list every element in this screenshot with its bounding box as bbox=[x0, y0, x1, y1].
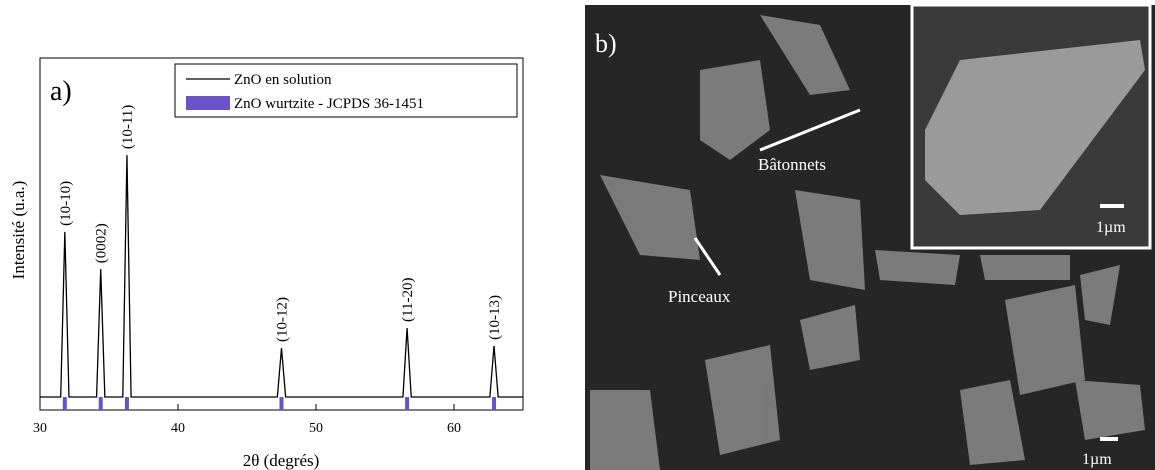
peak-label: (0002) bbox=[94, 223, 110, 263]
arrow-label: Pinceaux bbox=[668, 287, 731, 306]
legend-label: ZnO en solution bbox=[234, 72, 332, 88]
peak-label: (10-12) bbox=[275, 297, 291, 342]
peak-label: (10-11) bbox=[120, 105, 136, 149]
scale-bar bbox=[1100, 437, 1118, 441]
peak-label: (10-13) bbox=[487, 295, 503, 340]
legend-label: ZnO wurtzite - JCPDS 36-1451 bbox=[234, 96, 424, 112]
scale-bar bbox=[1100, 204, 1124, 208]
reference-bar bbox=[98, 397, 103, 410]
x-tick-label: 60 bbox=[447, 421, 461, 436]
sem-panel: b) Bâtonnets Pinceaux 1µm 1µm bbox=[585, 3, 1155, 470]
xrd-line bbox=[40, 155, 523, 398]
peak-label: (11-20) bbox=[400, 278, 416, 322]
reference-bar bbox=[279, 397, 284, 410]
x-tick-label: 40 bbox=[171, 421, 185, 436]
arrow bbox=[693, 237, 722, 276]
scale-label: 1µm bbox=[1096, 219, 1126, 236]
peak-label: (10-10) bbox=[58, 181, 74, 226]
panel-label: b) bbox=[595, 29, 617, 58]
x-tick-label: 30 bbox=[33, 421, 47, 436]
reference-bar bbox=[124, 397, 129, 410]
panel-label: a) bbox=[50, 76, 72, 107]
inset-structure bbox=[925, 40, 1145, 215]
scale-label: 1µm bbox=[1082, 451, 1112, 468]
legend-swatch bbox=[186, 96, 230, 110]
sem-structures bbox=[590, 15, 1145, 470]
y-axis-label: Intensité (u.a.) bbox=[9, 181, 28, 280]
legend bbox=[174, 63, 518, 118]
reference-bar bbox=[405, 397, 410, 410]
x-axis-label: 2θ (degrés) bbox=[243, 451, 320, 470]
reference-bar bbox=[62, 397, 67, 410]
arrow bbox=[759, 108, 861, 152]
arrow-label: Bâtonnets bbox=[758, 155, 826, 174]
reference-bar bbox=[492, 397, 497, 410]
chart: a) 2θ (degrés) Intensité (u.a.) 30 40 50 60… bbox=[9, 57, 524, 470]
x-tick-label: 50 bbox=[309, 421, 323, 436]
